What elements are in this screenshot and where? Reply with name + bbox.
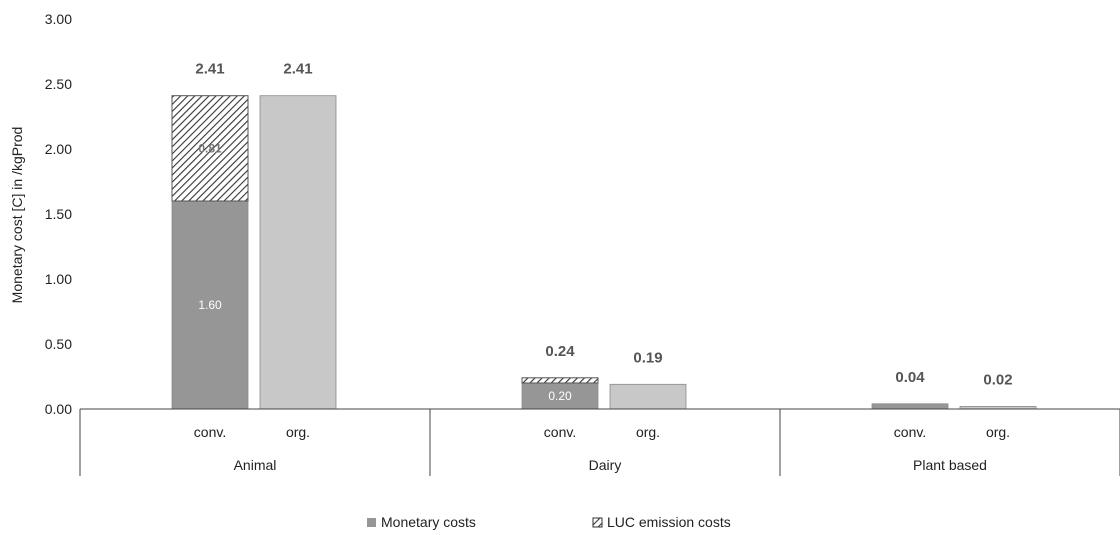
y-tick-label: 0.50 — [45, 336, 72, 352]
total-value-label: 0.02 — [983, 371, 1012, 388]
sub-category-label: conv. — [544, 424, 576, 440]
legend-label-monetary: Monetary costs — [381, 514, 476, 530]
total-value-label: 2.41 — [283, 61, 312, 78]
total-value-label: 0.04 — [895, 369, 925, 386]
y-tick-label: 3.00 — [45, 11, 72, 27]
y-tick-label: 2.00 — [45, 141, 72, 157]
y-tick-label: 1.50 — [45, 206, 72, 222]
sub-category-label: conv. — [194, 424, 226, 440]
y-axis: 0.00 0.50 1.00 1.50 2.00 2.50 3.00 — [45, 11, 72, 417]
legend-swatch-monetary — [367, 518, 376, 527]
sub-category-label: org. — [286, 424, 310, 440]
sub-category-label: org. — [986, 424, 1010, 440]
bar-monetary-animal-org — [259, 95, 337, 410]
x-axis: conv. org. conv. org. conv. org. Animal Dairy Pl… — [79, 408, 1120, 476]
bar-luc-animal-conv — [171, 95, 249, 202]
bar-monetary-dairy-org — [609, 383, 687, 410]
group-label: Plant based — [913, 457, 987, 473]
bar-monetary-animal-conv — [171, 200, 249, 410]
bar-luc-dairy-conv — [521, 377, 599, 384]
total-value-label: 0.19 — [633, 349, 662, 366]
total-value-label: 0.24 — [545, 343, 575, 360]
monetary-value-label: 1.60 — [198, 298, 222, 312]
sub-category-label: conv. — [894, 424, 926, 440]
monetary-value-label: 0.20 — [548, 389, 572, 403]
group-label: Dairy — [589, 457, 622, 473]
total-value-label: 2.41 — [195, 61, 224, 78]
sub-category-label: org. — [636, 424, 660, 440]
y-tick-label: 1.00 — [45, 271, 72, 287]
y-axis-label: Monetary cost [C] in /kgProd — [9, 127, 25, 304]
luc-value-label: 0.81 — [198, 141, 222, 155]
legend-label-luc: LUC emission costs — [607, 514, 731, 530]
y-tick-label: 2.50 — [45, 76, 72, 92]
legend: Monetary costs LUC emission costs — [367, 514, 731, 530]
legend-swatch-luc — [592, 517, 603, 528]
bar-monetary-plant-based-conv — [871, 403, 949, 410]
group-label: Animal — [234, 457, 277, 473]
bars: 0.81 1.60 2.41 2.41 0.20 0.24 0.19 0.04 0.02 — [171, 61, 1037, 410]
y-tick-label: 0.00 — [45, 401, 72, 417]
